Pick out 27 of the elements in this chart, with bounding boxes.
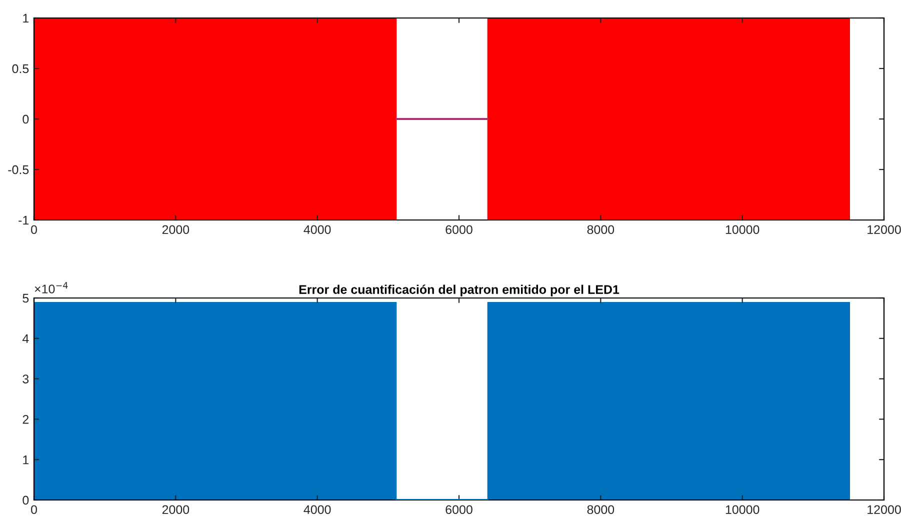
x-tick-label: 0 bbox=[31, 505, 37, 514]
y-tick-label: 1 bbox=[23, 456, 29, 464]
x-tick-label: 6000 bbox=[446, 505, 472, 514]
y-tick-label: -1 bbox=[18, 216, 29, 225]
y-tick-label: 5 bbox=[22, 294, 29, 303]
x-tick-label: 12000 bbox=[868, 225, 901, 234]
x-tick-label: 6000 bbox=[446, 225, 472, 234]
y-tick-label: 0 bbox=[22, 114, 29, 124]
chart-title: Error de cuantificación del patron emitido por el LED1 bbox=[299, 284, 620, 296]
x-tick-label: 8000 bbox=[587, 225, 614, 234]
x-tick-label: 0 bbox=[31, 225, 37, 234]
x-tick-label: 10000 bbox=[726, 225, 760, 234]
y-tick-label: 0 bbox=[22, 496, 29, 505]
y-tick-label: 2 bbox=[22, 415, 29, 424]
y-tick-label: 3 bbox=[22, 374, 29, 384]
x-tick-label: 2000 bbox=[162, 225, 190, 234]
text: ×10$^{−4}$ bbox=[34, 282, 68, 294]
y-tick-label: 4 bbox=[22, 334, 29, 343]
x-tick-label: 2000 bbox=[162, 505, 190, 514]
y-tick-label: 1 bbox=[23, 14, 29, 23]
x-tick-label: 8000 bbox=[587, 505, 614, 514]
y-tick-label: 0.5 bbox=[12, 64, 29, 74]
x-tick-label: 12000 bbox=[868, 505, 901, 514]
y-tick-label: -0.5 bbox=[8, 165, 29, 174]
x-tick-label: 4000 bbox=[304, 505, 331, 514]
x-tick-label: 10000 bbox=[726, 505, 760, 514]
x-tick-label: 4000 bbox=[304, 225, 331, 234]
